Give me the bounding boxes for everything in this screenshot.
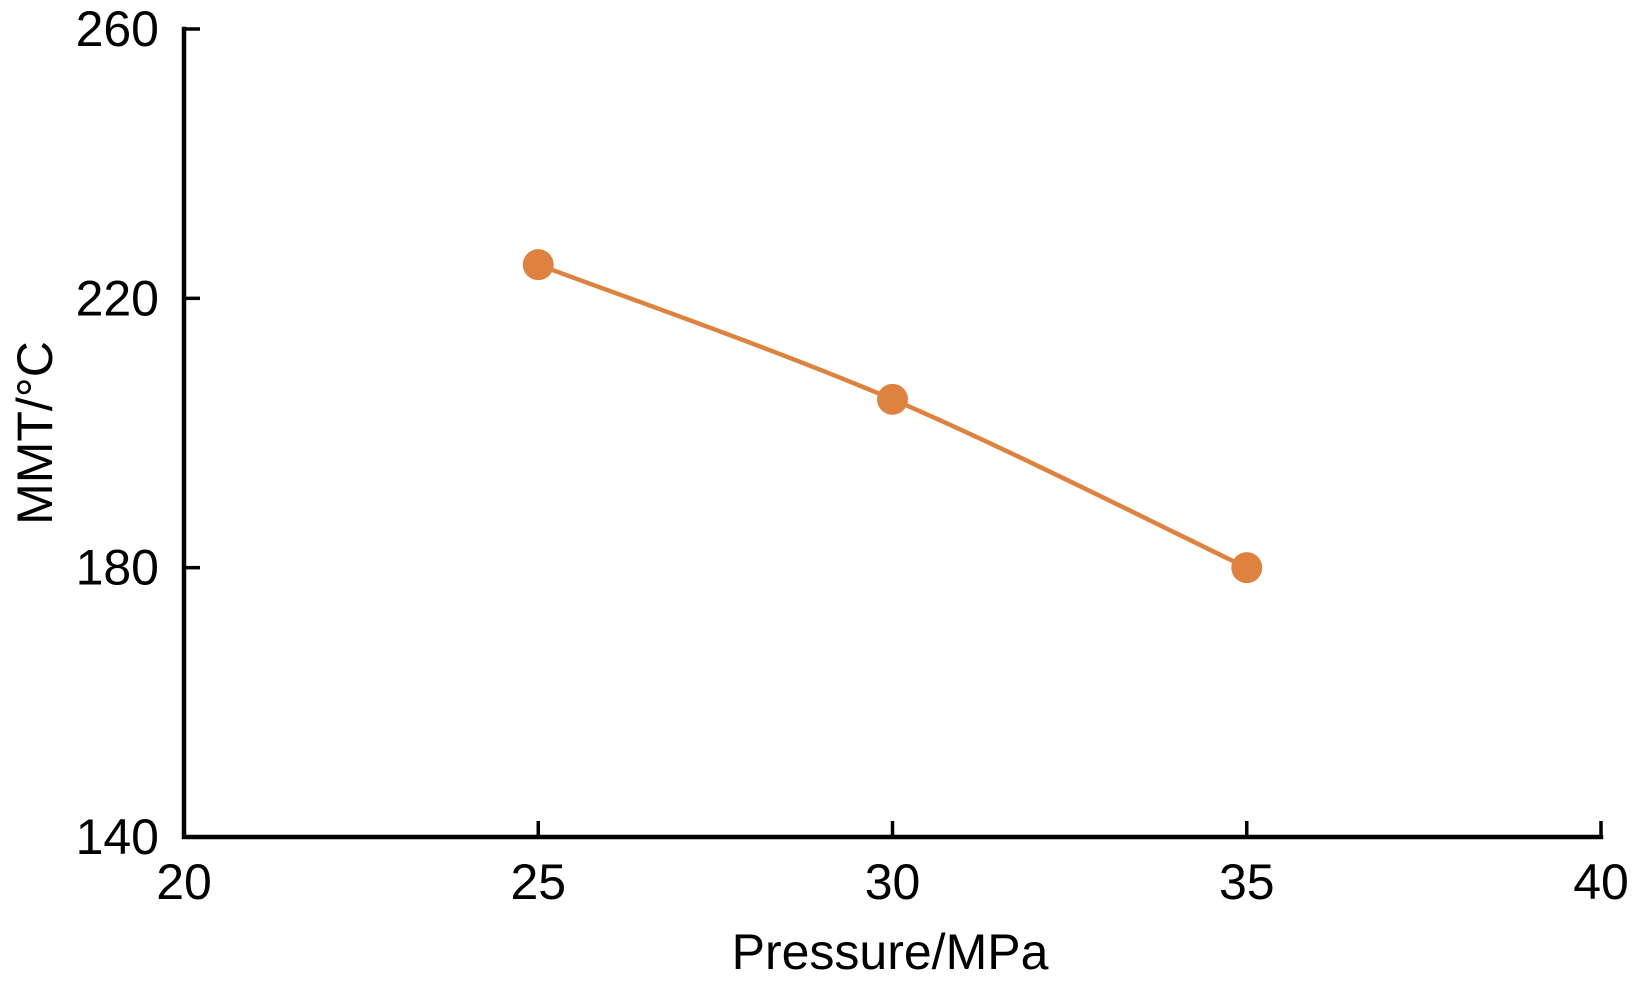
series-layer xyxy=(522,249,1263,584)
axis-spines xyxy=(181,26,1604,840)
data-point-marker xyxy=(1231,552,1263,584)
tick-layer: 20 25 30 35 40 140 180 220 260 xyxy=(76,1,1629,910)
x-tick-label: 30 xyxy=(865,854,921,910)
y-tick-label: 140 xyxy=(76,809,159,865)
x-tick-label: 20 xyxy=(156,854,212,910)
y-axis-title: MMT/°C xyxy=(7,341,63,525)
y-tick-label: 220 xyxy=(76,270,159,326)
x-tick-label: 25 xyxy=(510,854,566,910)
axes-layer xyxy=(181,26,1604,840)
x-tick-label: 40 xyxy=(1573,854,1629,910)
y-tick-label: 180 xyxy=(76,540,159,596)
data-point-marker xyxy=(877,383,908,415)
x-axis-title: Pressure/MPa xyxy=(732,924,1049,980)
data-point-marker xyxy=(522,249,554,281)
x-tick-label: 35 xyxy=(1219,854,1275,910)
series-line xyxy=(536,262,1249,570)
y-tick-label: 260 xyxy=(76,1,159,57)
